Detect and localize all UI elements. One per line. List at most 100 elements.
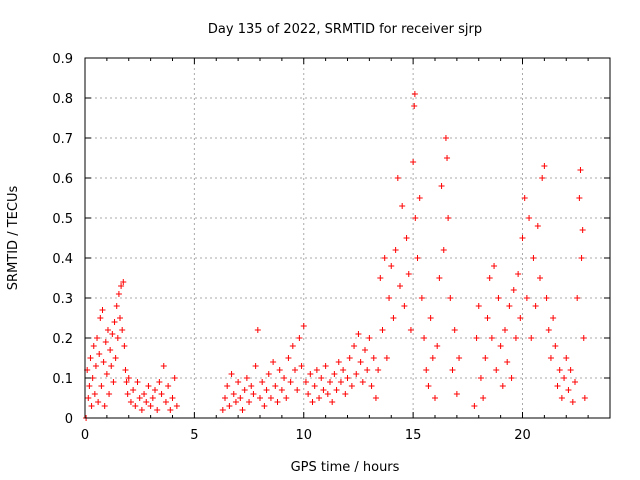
data-point bbox=[493, 367, 500, 373]
data-point bbox=[449, 367, 456, 373]
data-point bbox=[510, 287, 517, 293]
x-tick-label: 0 bbox=[81, 428, 89, 443]
data-point bbox=[113, 303, 120, 309]
axis-ticks: 0 5 10 15 20 0 0.1 0.2 0.3 0.4 0.5 0.6 0.7 0.8 0.9 bbox=[52, 52, 611, 443]
data-point bbox=[477, 375, 484, 381]
data-point bbox=[257, 395, 263, 401]
data-point bbox=[421, 335, 428, 341]
data-point bbox=[287, 379, 294, 385]
x-tick-label: 10 bbox=[295, 428, 312, 443]
data-point bbox=[407, 327, 414, 333]
data-point bbox=[515, 271, 522, 277]
data-point bbox=[108, 363, 115, 369]
data-point bbox=[152, 387, 158, 393]
data-point bbox=[473, 335, 480, 341]
data-point bbox=[558, 395, 565, 401]
data-point bbox=[327, 379, 333, 385]
data-point bbox=[329, 399, 336, 405]
data-point bbox=[495, 295, 502, 301]
data-point bbox=[561, 375, 568, 381]
data-point bbox=[432, 395, 438, 401]
data-point bbox=[368, 383, 375, 389]
data-point bbox=[539, 175, 546, 181]
data-point bbox=[111, 319, 118, 325]
data-point bbox=[556, 367, 563, 373]
data-point bbox=[311, 383, 318, 389]
data-point bbox=[528, 335, 535, 341]
data-point bbox=[112, 355, 119, 361]
data-point bbox=[581, 395, 588, 401]
data-point bbox=[366, 335, 373, 341]
data-point bbox=[104, 327, 111, 333]
data-point bbox=[91, 391, 98, 397]
data-point bbox=[471, 403, 478, 409]
data-point bbox=[219, 407, 226, 413]
y-tick-label: 0.8 bbox=[52, 92, 73, 107]
data-point bbox=[243, 375, 250, 381]
data-point bbox=[416, 195, 423, 201]
data-point bbox=[101, 403, 108, 409]
x-tick-label: 5 bbox=[190, 428, 198, 443]
data-point bbox=[127, 399, 134, 405]
data-point bbox=[394, 175, 401, 181]
data-point bbox=[160, 363, 167, 369]
data-point bbox=[403, 235, 410, 241]
data-point bbox=[110, 379, 117, 385]
data-point bbox=[132, 403, 139, 409]
data-point bbox=[372, 395, 379, 401]
data-point bbox=[519, 235, 526, 241]
data-point bbox=[491, 263, 498, 269]
y-tick-label: 0 bbox=[65, 412, 73, 427]
data-point bbox=[118, 283, 125, 289]
data-point bbox=[552, 343, 559, 349]
data-point bbox=[94, 335, 101, 341]
data-point bbox=[577, 167, 584, 173]
data-point bbox=[114, 335, 121, 341]
data-point bbox=[541, 163, 548, 169]
data-point bbox=[265, 371, 272, 377]
data-point bbox=[141, 391, 148, 397]
data-point bbox=[289, 343, 296, 349]
data-point bbox=[156, 379, 163, 385]
data-point bbox=[226, 403, 233, 409]
data-point bbox=[246, 399, 253, 405]
data-point bbox=[158, 391, 165, 397]
data-point bbox=[318, 375, 325, 381]
data-point bbox=[370, 355, 377, 361]
data-point bbox=[348, 383, 355, 389]
data-point bbox=[574, 295, 581, 301]
data-point bbox=[169, 395, 176, 401]
data-point bbox=[429, 355, 436, 361]
data-point bbox=[401, 303, 408, 309]
data-point bbox=[102, 339, 109, 345]
data-point bbox=[307, 371, 314, 377]
data-point bbox=[410, 159, 417, 165]
data-point bbox=[294, 387, 301, 393]
data-point bbox=[298, 363, 305, 369]
data-point bbox=[97, 315, 104, 321]
data-point bbox=[392, 247, 399, 253]
data-point bbox=[447, 295, 454, 301]
data-point bbox=[357, 359, 364, 365]
data-point bbox=[569, 399, 576, 405]
data-point bbox=[517, 315, 524, 321]
data-point bbox=[98, 383, 105, 389]
data-point bbox=[508, 375, 515, 381]
data-point bbox=[115, 291, 122, 297]
data-point bbox=[165, 383, 172, 389]
data-point bbox=[302, 379, 309, 385]
data-point bbox=[87, 355, 94, 361]
data-point bbox=[241, 387, 248, 393]
data-point bbox=[383, 355, 390, 361]
data-point bbox=[499, 383, 506, 389]
data-point bbox=[130, 387, 137, 393]
data-point bbox=[436, 275, 443, 281]
y-tick-label: 0.4 bbox=[52, 252, 73, 267]
data-point bbox=[100, 359, 107, 365]
data-point bbox=[313, 367, 320, 373]
data-point bbox=[444, 155, 451, 161]
data-point bbox=[86, 383, 93, 389]
data-point bbox=[423, 367, 430, 373]
